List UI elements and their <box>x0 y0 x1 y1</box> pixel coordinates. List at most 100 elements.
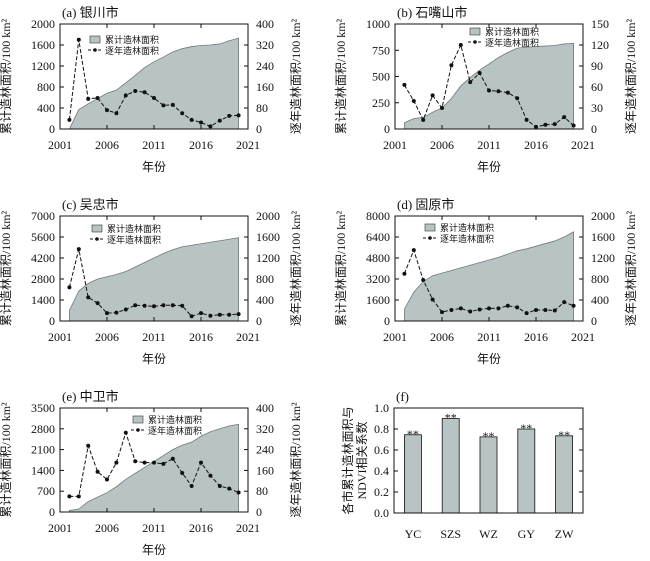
y-left-tick-label: 3200 <box>366 272 390 286</box>
annual-point <box>571 303 576 308</box>
x-tick-label: 2011 <box>142 521 166 535</box>
y-right-tick-label: 160 <box>256 463 274 477</box>
annual-point <box>227 113 232 118</box>
annual-point <box>411 248 416 253</box>
y-left-tick-label: 0 <box>384 314 390 328</box>
annual-point <box>189 117 194 122</box>
legend-area-label: 累计造林面积 <box>105 34 159 45</box>
panel-e: (e) 中卫市 0 700 1400 2100 2800 3500 0 80 160 240 320 4… <box>0 389 303 557</box>
x-tick-label: 2011 <box>142 330 166 344</box>
annual-point <box>170 303 175 308</box>
x-axis-label: 年份 <box>142 160 166 174</box>
annual-point <box>468 309 473 314</box>
x-tick-label: 2016 <box>189 138 213 152</box>
y-right-tick-label: 400 <box>256 401 274 415</box>
annual-point <box>458 306 463 311</box>
y-axis-label: NDVI相关系数 <box>354 422 369 500</box>
panel-title: (d) 固原市 <box>397 197 454 212</box>
y-left-tick-label: 5600 <box>31 230 55 244</box>
legend-line-marker <box>473 40 477 44</box>
x-tick-label: 2021 <box>236 138 260 152</box>
y-left-tick-label: 250 <box>372 96 390 110</box>
x-tick-label: 2021 <box>571 138 595 152</box>
y-right-tick-label: 160 <box>256 80 274 94</box>
x-tick-label: 2016 <box>189 521 213 535</box>
annual-point <box>552 308 557 313</box>
y-tick-label: 1.0 <box>374 401 389 415</box>
y-right-tick-label: 0 <box>256 314 262 328</box>
y-tick-label: 0.8 <box>374 422 389 436</box>
y-right-tick-label: 1600 <box>256 230 280 244</box>
y-right-tick-label: 150 <box>591 17 609 31</box>
annual-point <box>217 118 222 123</box>
annual-point <box>123 93 128 98</box>
x-tick-label: YC <box>405 527 422 541</box>
annual-point <box>76 494 81 499</box>
annual-point <box>86 443 91 448</box>
y-right-tick-label: 0 <box>256 505 262 519</box>
x-axis-label: 年份 <box>477 352 501 366</box>
x-tick-label: 2016 <box>524 138 548 152</box>
legend-area-label: 累计造林面积 <box>485 26 539 37</box>
annual-point <box>449 63 454 68</box>
y-left-tick-label: 800 <box>37 80 55 94</box>
y-right-axis-label: 逐年造林面积/100 km² <box>289 18 303 134</box>
annual-point <box>236 312 241 317</box>
annual-point <box>543 307 548 312</box>
panel-d: (d) 固原市 0 1600 3200 4800 6400 8000 0 400 800 1200 1… <box>334 197 638 366</box>
annual-point <box>421 278 426 283</box>
annual-point <box>458 43 463 47</box>
y-right-axis-label: 逐年造林面积/100 km² <box>289 402 303 518</box>
annual-point <box>534 307 538 312</box>
bar-ZW <box>555 435 574 514</box>
x-tick-label: 2001 <box>383 330 407 344</box>
annual-point <box>95 469 100 474</box>
annual-point <box>86 295 91 300</box>
annual-point <box>552 122 557 127</box>
bar-GY <box>517 428 536 514</box>
annual-point <box>515 96 520 101</box>
y-left-tick-label: 2800 <box>31 422 55 436</box>
y-axis-label: 各市累计造林面积与 <box>340 406 355 514</box>
y-right-tick-label: 400 <box>591 293 609 307</box>
y-right-tick-label: 90 <box>591 59 603 73</box>
cumulative-area <box>69 237 239 322</box>
legend-line-label: 逐年造林面积 <box>485 37 539 48</box>
y-tick-label: 0.4 <box>374 464 389 478</box>
annual-point <box>67 494 72 499</box>
y-left-tick-label: 1000 <box>366 17 390 31</box>
y-right-axis-label: 逐年造林面积/100 km² <box>624 210 638 326</box>
panel-title: (e) 中卫市 <box>62 389 119 404</box>
annual-point <box>402 82 407 87</box>
cumulative-area <box>69 423 239 513</box>
x-tick-label: 2016 <box>189 330 213 344</box>
y-left-tick-label: 700 <box>37 484 55 498</box>
annual-point <box>161 303 166 308</box>
y-right-tick-label: 240 <box>256 443 274 457</box>
legend-area-label: 累计造林面积 <box>148 414 202 425</box>
legend-area-swatch <box>424 223 436 232</box>
annual-point <box>152 304 156 309</box>
y-right-tick-label: 60 <box>591 80 603 94</box>
annual-point <box>562 115 567 120</box>
annual-point <box>421 117 426 122</box>
cumulative-area <box>404 43 574 130</box>
y-right-tick-label: 0 <box>591 314 597 328</box>
y-right-tick-label: 1600 <box>591 230 615 244</box>
y-left-tick-label: 1200 <box>31 59 55 73</box>
significance-label: ** <box>483 429 495 443</box>
x-tick-label: WZ <box>479 527 498 541</box>
annual-point <box>95 96 100 101</box>
legend-area-swatch <box>91 224 103 233</box>
x-tick-label: 2001 <box>383 138 407 152</box>
annual-point <box>189 314 194 319</box>
x-tick-label: 2006 <box>430 330 454 344</box>
annual-point <box>76 37 81 42</box>
significance-label: ** <box>445 411 457 425</box>
annual-point <box>402 271 407 276</box>
legend-line-marker <box>95 237 99 241</box>
annual-point <box>95 301 100 306</box>
annual-point <box>524 117 529 122</box>
y-left-tick-label: 0 <box>49 122 55 136</box>
x-tick-label: 2021 <box>236 330 260 344</box>
